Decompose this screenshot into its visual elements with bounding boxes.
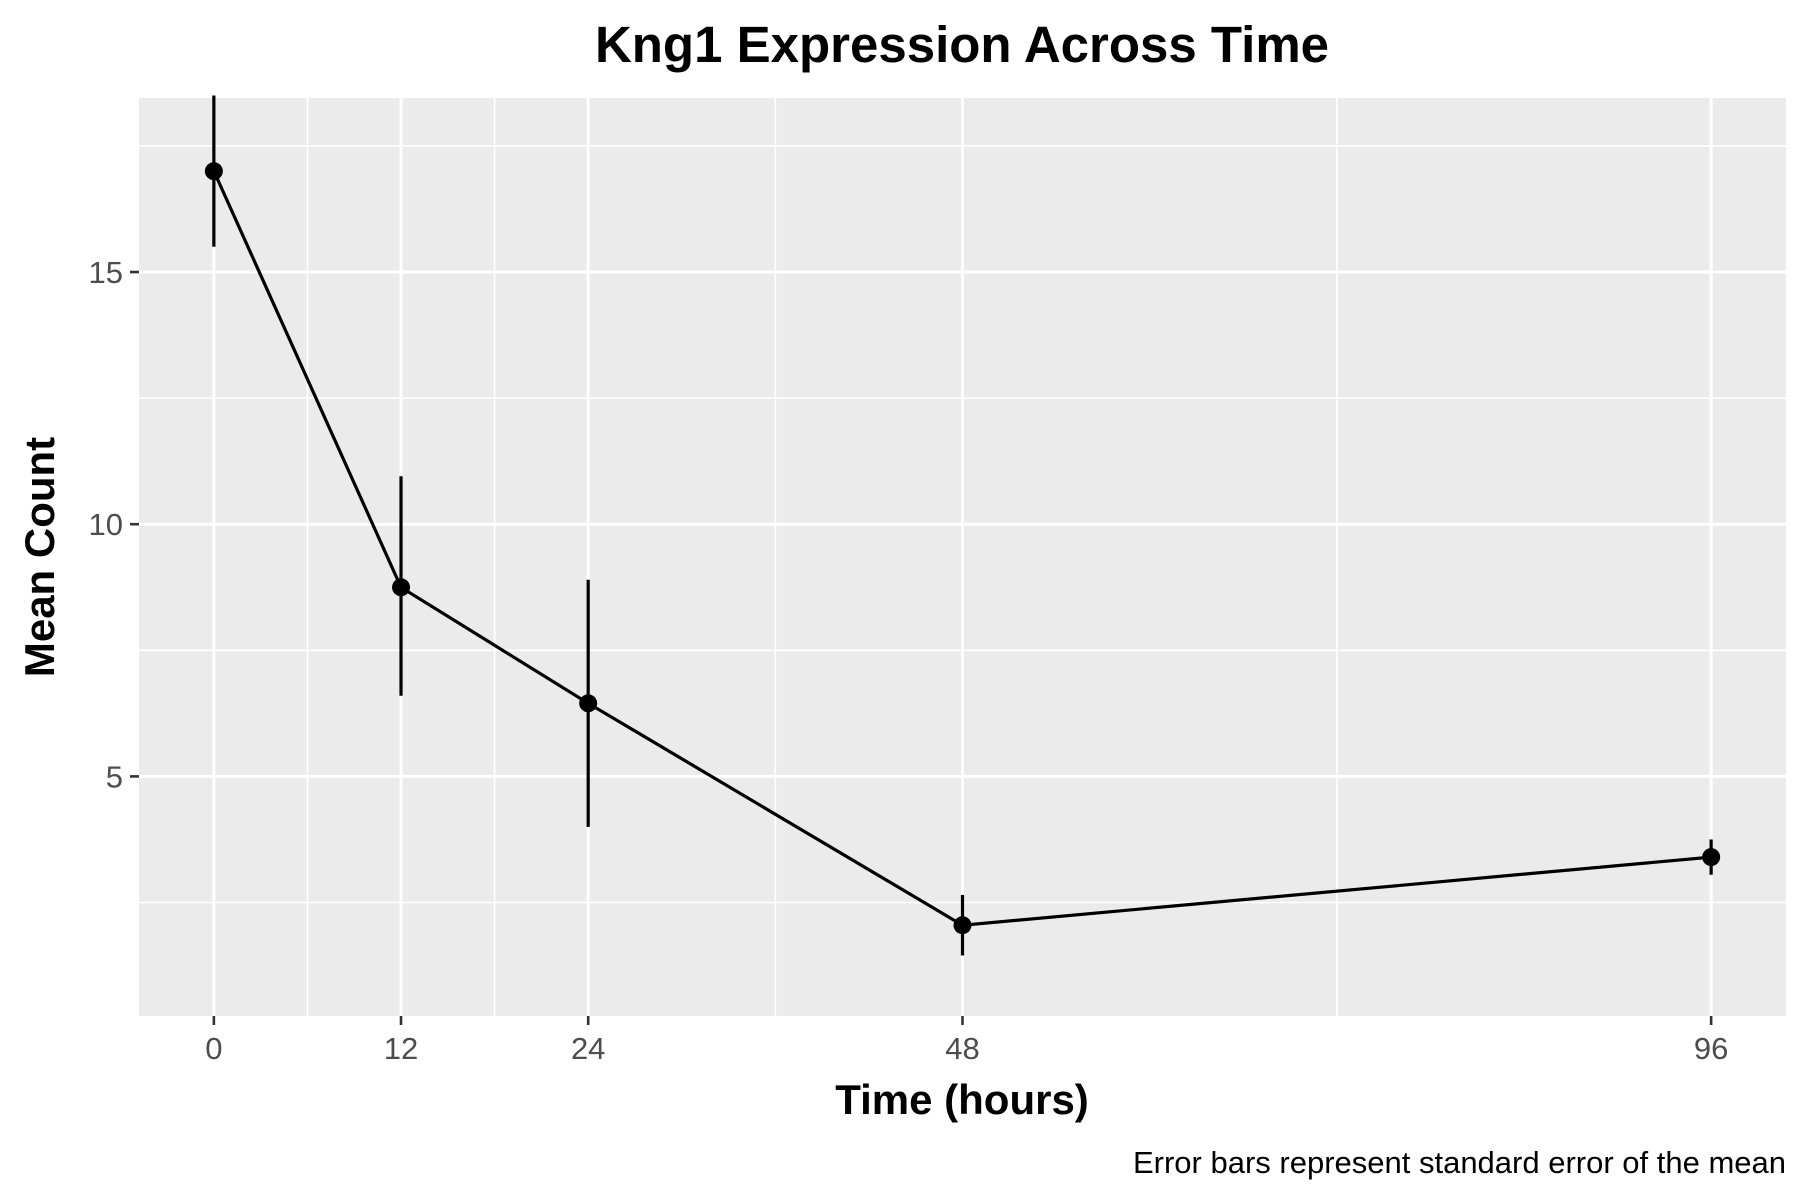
y-tick-label: 10 [89,507,123,542]
x-tick-label: 24 [571,1031,605,1066]
data-point [392,578,411,597]
grid-lines [139,98,1786,1016]
axis-ticks [130,270,1713,1025]
x-tick-label: 0 [205,1031,222,1066]
x-tick-label: 48 [945,1031,979,1066]
x-axis-title: Time (hours) [835,1076,1089,1123]
y-tick-label: 15 [89,255,123,290]
data-point [953,916,972,935]
y-axis-title: Mean Count [16,437,63,677]
data-point [1702,848,1721,867]
tick-labels: 0 12 24 48 96 5 10 15 [89,255,1729,1066]
data-point [204,162,223,181]
data-points [204,162,1721,935]
x-tick-label: 12 [384,1031,418,1066]
data-point [579,694,598,713]
chart-caption: Error bars represent standard error of t… [1133,1145,1786,1180]
chart-title: Kng1 Expression Across Time [595,16,1329,73]
y-tick-label: 5 [106,759,123,794]
x-tick-label: 96 [1694,1031,1728,1066]
